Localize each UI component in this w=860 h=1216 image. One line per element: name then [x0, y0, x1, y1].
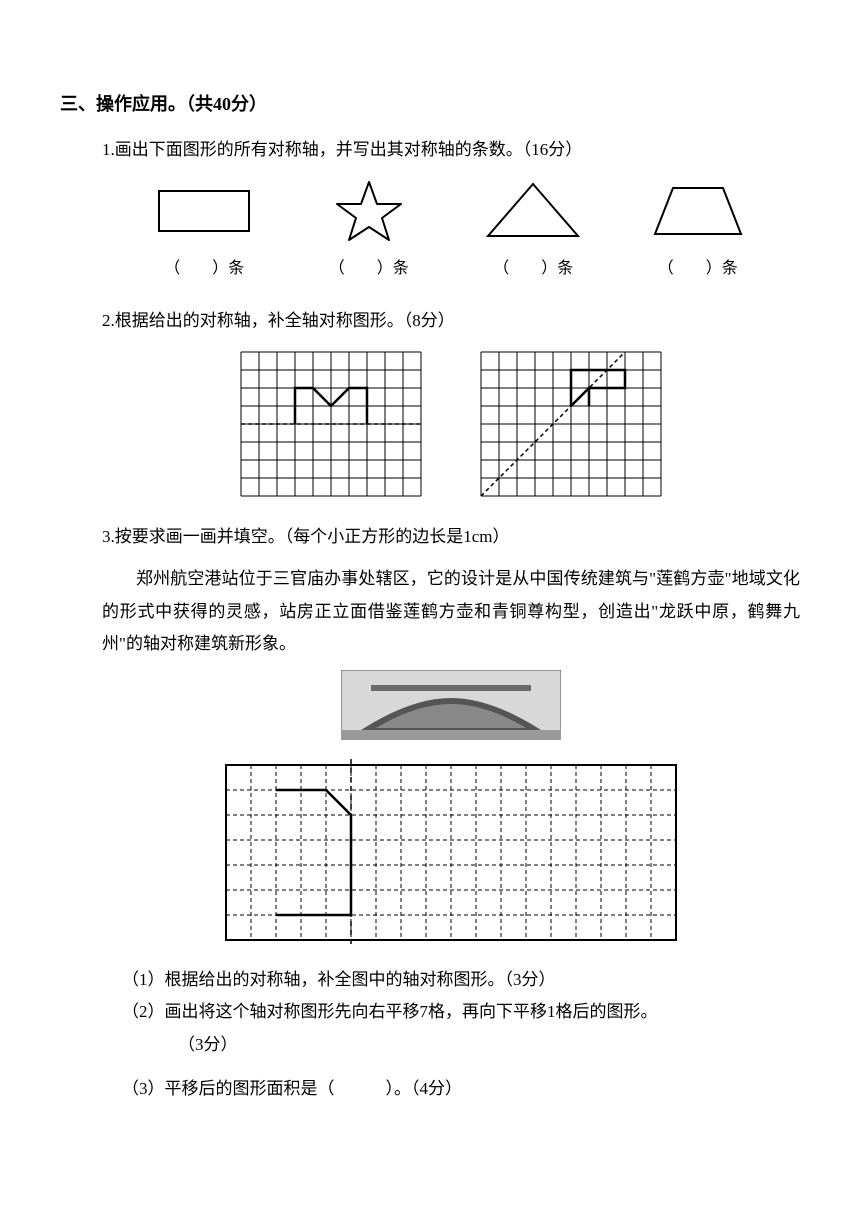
trapezoid-svg: [643, 176, 753, 246]
big-grid: [216, 755, 686, 949]
shape-rectangle: （ ）条: [122, 176, 287, 284]
shape-triangle: （ ）条: [451, 176, 616, 284]
question-3: 3.按要求画一画并填空。（每个小正方形的边长是1cm） 郑州航空港站位于三官庙办…: [102, 521, 800, 1105]
question-2: 2.根据给出的对称轴，补全轴对称图形。（8分）: [102, 305, 800, 501]
q3-para: 郑州航空港站位于三官庙办事处辖区，它的设计是从中国传统建筑与"莲鹤方壶"地域文化…: [102, 563, 800, 660]
q3-sub2: （2）画出将这个轴对称图形先向右平移7格，再向下平移1格后的图形。: [122, 996, 800, 1028]
shapes-row: （ ）条 （ ）条 （ ）条 （ ）条: [122, 176, 780, 284]
grids-row: [102, 347, 800, 501]
blank-4: （ ）条: [616, 254, 781, 284]
building-photo: [341, 670, 561, 740]
blank-3: （ ）条: [451, 254, 616, 284]
q3-sub2b: （3分）: [178, 1029, 800, 1061]
shape-star: （ ）条: [287, 176, 452, 284]
star-svg: [324, 176, 414, 246]
question-1: 1.画出下面图形的所有对称轴，并写出其对称轴的条数。（16分） （ ）条 （ ）…: [102, 134, 800, 285]
triangle-svg: [473, 176, 593, 246]
q3-sub1: （1）根据给出的对称轴，补全图中的轴对称图形。（3分）: [122, 964, 800, 996]
q3-text: 3.按要求画一画并填空。（每个小正方形的边长是1cm）: [102, 521, 800, 553]
section-title: 三、操作应用。（共40分）: [60, 90, 800, 116]
blank-1: （ ）条: [122, 254, 287, 284]
grid-2: [476, 347, 666, 501]
rectangle-svg: [149, 176, 259, 246]
q2-text: 2.根据给出的对称轴，补全轴对称图形。（8分）: [102, 305, 800, 337]
grid-1: [236, 347, 426, 501]
blank-2: （ ）条: [287, 254, 452, 284]
shape-trapezoid: （ ）条: [616, 176, 781, 284]
q1-text: 1.画出下面图形的所有对称轴，并写出其对称轴的条数。（16分）: [102, 134, 800, 166]
q3-sub3: （3）平移后的图形面积是（ ）。（4分）: [122, 1073, 800, 1105]
